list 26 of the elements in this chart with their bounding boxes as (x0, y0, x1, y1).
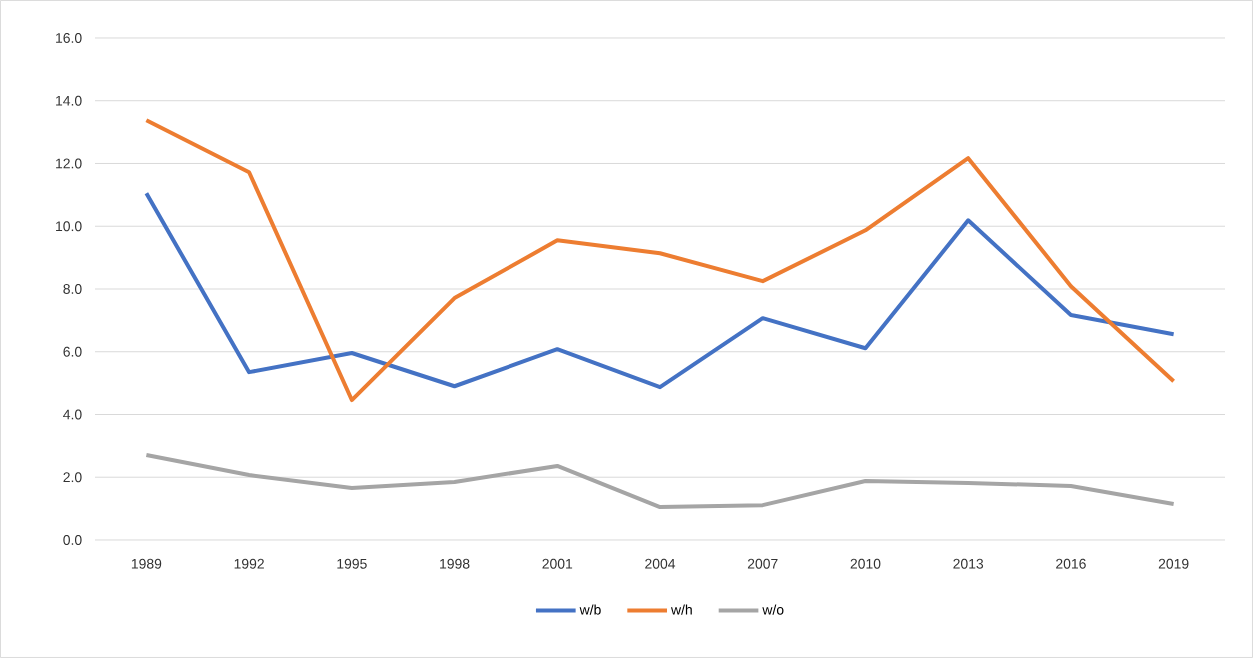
y-tick-label: 14.0 (56, 95, 82, 106)
legend-label: w/b (579, 604, 601, 615)
line-series (144, 191, 1176, 390)
line-series (144, 452, 1176, 510)
y-tick-label: 0.0 (63, 535, 82, 545)
x-tick-label: 1998 (440, 558, 470, 569)
line-series (144, 118, 1176, 403)
x-tick-label: 2013 (953, 558, 984, 569)
x-tick-label: 1992 (234, 558, 264, 569)
x-tick-label: 1995 (337, 558, 367, 569)
legend-label: w/o (762, 604, 784, 615)
x-tick-label: 2007 (747, 558, 778, 569)
y-tick-label: 4.0 (63, 409, 82, 420)
y-tick-label: 16.0 (56, 33, 82, 43)
y-tick-label: 12.0 (56, 158, 82, 169)
y-tick-label: 8.0 (63, 284, 82, 294)
x-tick-label: 2019 (1158, 558, 1189, 569)
x-tick-label: 2010 (850, 558, 881, 569)
x-tick-label: 2001 (542, 558, 573, 569)
y-tick-label: 6.0 (63, 346, 82, 357)
x-tick-label: 2004 (645, 558, 676, 569)
y-tick-label: 2.0 (63, 472, 82, 483)
legend-label: w/h (670, 604, 692, 615)
y-tick-label: 10.0 (56, 221, 82, 232)
x-tick-label: 2016 (1056, 558, 1086, 569)
x-tick-label: 1989 (131, 558, 162, 569)
